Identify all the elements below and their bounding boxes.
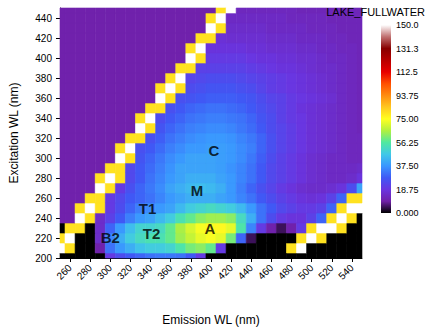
svg-text:360: 360	[35, 93, 52, 104]
svg-text:400: 400	[195, 262, 215, 282]
svg-text:37.50: 37.50	[396, 161, 419, 171]
svg-text:260: 260	[35, 193, 52, 204]
svg-text:Emission WL (nm): Emission WL (nm)	[162, 313, 260, 327]
svg-text:320: 320	[35, 133, 52, 144]
svg-text:200: 200	[35, 253, 52, 264]
svg-text:300: 300	[95, 262, 115, 282]
svg-text:A: A	[205, 220, 216, 237]
svg-text:320: 320	[115, 262, 135, 282]
svg-text:131.3: 131.3	[396, 44, 419, 54]
svg-text:56.25: 56.25	[396, 138, 419, 148]
svg-text:440: 440	[236, 262, 256, 282]
svg-text:360: 360	[155, 262, 175, 282]
svg-text:T2: T2	[143, 225, 161, 242]
svg-text:440: 440	[35, 13, 52, 24]
svg-text:400: 400	[35, 53, 52, 64]
svg-text:420: 420	[35, 33, 52, 44]
svg-text:420: 420	[215, 262, 235, 282]
svg-text:500: 500	[296, 262, 316, 282]
svg-text:520: 520	[316, 262, 336, 282]
svg-text:380: 380	[35, 73, 52, 84]
svg-text:260: 260	[54, 262, 74, 282]
svg-text:480: 480	[276, 262, 296, 282]
svg-text:93.75: 93.75	[396, 91, 419, 101]
svg-text:340: 340	[35, 113, 52, 124]
svg-text:380: 380	[175, 262, 195, 282]
svg-text:150.0: 150.0	[396, 20, 419, 30]
svg-text:340: 340	[135, 262, 155, 282]
svg-text:75.00: 75.00	[396, 114, 419, 124]
svg-text:18.75: 18.75	[396, 185, 419, 195]
svg-text:C: C	[209, 142, 220, 159]
svg-text:T1: T1	[139, 200, 157, 217]
svg-text:112.5: 112.5	[396, 67, 418, 77]
svg-text:LAKE_FULLWATER: LAKE_FULLWATER	[326, 6, 425, 18]
svg-text:280: 280	[75, 262, 95, 282]
svg-text:B2: B2	[101, 229, 120, 246]
svg-text:540: 540	[336, 262, 356, 282]
svg-text:Excitation WL (nm): Excitation WL (nm)	[7, 83, 21, 184]
svg-text:240: 240	[35, 213, 52, 224]
svg-text:M: M	[191, 182, 204, 199]
svg-text:0.000: 0.000	[396, 208, 419, 218]
svg-text:220: 220	[35, 233, 52, 244]
svg-text:300: 300	[35, 153, 52, 164]
svg-text:280: 280	[35, 173, 52, 184]
svg-text:460: 460	[256, 262, 276, 282]
